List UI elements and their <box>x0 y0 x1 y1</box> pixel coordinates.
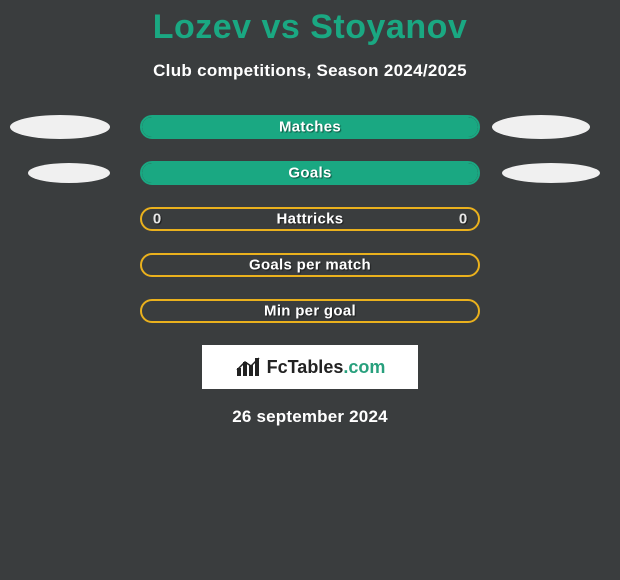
logo-box: FcTables.com <box>202 345 418 389</box>
stat-bar: Min per goal <box>140 299 480 323</box>
side-ellipse <box>10 115 110 139</box>
stat-bar: Matches <box>140 115 480 139</box>
stat-row: 54Matches <box>0 115 620 139</box>
stat-row: Goals per match <box>0 253 620 277</box>
stat-label: Matches <box>279 119 341 136</box>
page-title: Lozev vs Stoyanov <box>0 0 620 47</box>
side-ellipse <box>502 163 600 183</box>
date-line: 26 september 2024 <box>0 407 620 427</box>
stat-label: Hattricks <box>277 211 344 228</box>
side-ellipse <box>492 115 590 139</box>
subtitle: Club competitions, Season 2024/2025 <box>0 61 620 81</box>
stat-row: Min per goal <box>0 299 620 323</box>
stat-bar: Goals per match <box>140 253 480 277</box>
stat-label: Goals <box>288 165 331 182</box>
stat-label: Goals per match <box>249 257 371 274</box>
logo-text-main: FcTables <box>267 357 344 377</box>
stat-label: Min per goal <box>264 303 356 320</box>
logo-text-suffix: .com <box>343 357 385 377</box>
stat-bar: Goals <box>140 161 480 185</box>
logo-text: FcTables.com <box>267 357 386 378</box>
stat-bar: Hattricks <box>140 207 480 231</box>
stat-row: 00Hattricks <box>0 207 620 231</box>
bar-chart-icon <box>235 356 261 378</box>
side-ellipse <box>28 163 110 183</box>
stat-row: 00Goals <box>0 161 620 185</box>
stats-container: 54Matches 00Goals 00Hattricks Goals per mat… <box>0 115 620 323</box>
